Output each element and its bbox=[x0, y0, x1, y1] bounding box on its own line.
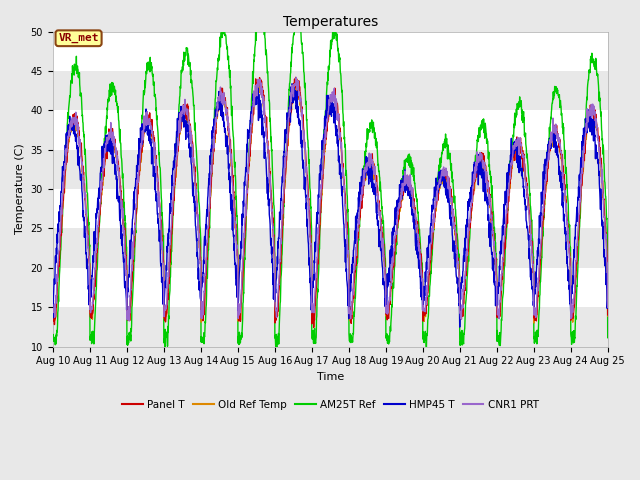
Panel T bbox=[292, 74, 300, 80]
Bar bbox=[52, 189, 608, 228]
Title: Temperatures: Temperatures bbox=[283, 15, 378, 29]
AM25T Ref bbox=[49, 337, 56, 343]
CNR1 PRT bbox=[292, 74, 300, 80]
AM25T Ref bbox=[305, 144, 312, 150]
HMP45 T bbox=[456, 324, 463, 330]
HMP45 T bbox=[604, 297, 612, 303]
HMP45 T bbox=[49, 303, 56, 309]
Panel T bbox=[588, 105, 596, 110]
AM25T Ref bbox=[588, 56, 596, 62]
Line: HMP45 T: HMP45 T bbox=[52, 84, 608, 327]
Old Ref Temp bbox=[531, 320, 538, 326]
HMP45 T bbox=[305, 239, 312, 244]
HMP45 T bbox=[588, 132, 596, 138]
CNR1 PRT bbox=[604, 304, 612, 310]
Bar bbox=[52, 307, 608, 347]
Legend: Panel T, Old Ref Temp, AM25T Ref, HMP45 T, CNR1 PRT: Panel T, Old Ref Temp, AM25T Ref, HMP45 … bbox=[118, 396, 543, 414]
Line: Panel T: Panel T bbox=[52, 77, 608, 327]
AM25T Ref bbox=[257, 4, 265, 10]
AM25T Ref bbox=[77, 91, 85, 97]
HMP45 T bbox=[486, 221, 494, 227]
CNR1 PRT bbox=[319, 158, 327, 164]
X-axis label: Time: Time bbox=[317, 372, 344, 382]
Old Ref Temp bbox=[77, 154, 85, 159]
Y-axis label: Temperature (C): Temperature (C) bbox=[15, 144, 25, 234]
Old Ref Temp bbox=[49, 318, 56, 324]
CNR1 PRT bbox=[588, 106, 596, 112]
Bar bbox=[52, 150, 608, 189]
Panel T bbox=[305, 188, 312, 194]
Old Ref Temp bbox=[319, 170, 326, 176]
Bar bbox=[52, 71, 608, 110]
CNR1 PRT bbox=[305, 207, 312, 213]
Bar bbox=[52, 228, 608, 268]
Panel T bbox=[77, 145, 85, 151]
Bar bbox=[52, 268, 608, 307]
CNR1 PRT bbox=[125, 318, 133, 324]
Old Ref Temp bbox=[292, 77, 300, 83]
AM25T Ref bbox=[588, 50, 596, 56]
Panel T bbox=[319, 168, 327, 173]
CNR1 PRT bbox=[77, 156, 85, 161]
CNR1 PRT bbox=[588, 108, 596, 113]
Panel T bbox=[310, 324, 317, 330]
HMP45 T bbox=[288, 81, 296, 87]
AM25T Ref bbox=[319, 168, 326, 173]
Old Ref Temp bbox=[588, 112, 596, 118]
Old Ref Temp bbox=[486, 204, 494, 209]
Line: AM25T Ref: AM25T Ref bbox=[52, 7, 608, 348]
Text: VR_met: VR_met bbox=[58, 33, 99, 43]
Panel T bbox=[604, 312, 612, 318]
HMP45 T bbox=[77, 176, 85, 181]
Bar bbox=[52, 110, 608, 150]
Line: CNR1 PRT: CNR1 PRT bbox=[52, 77, 608, 321]
Panel T bbox=[588, 105, 596, 111]
AM25T Ref bbox=[604, 335, 612, 341]
CNR1 PRT bbox=[486, 200, 494, 206]
Line: Old Ref Temp: Old Ref Temp bbox=[52, 80, 608, 323]
HMP45 T bbox=[588, 122, 596, 128]
AM25T Ref bbox=[422, 345, 430, 351]
Old Ref Temp bbox=[305, 194, 312, 200]
CNR1 PRT bbox=[49, 310, 56, 315]
Panel T bbox=[486, 192, 494, 197]
Old Ref Temp bbox=[604, 313, 612, 319]
Old Ref Temp bbox=[588, 110, 596, 116]
HMP45 T bbox=[319, 142, 326, 147]
Panel T bbox=[49, 316, 56, 322]
Bar bbox=[52, 32, 608, 71]
AM25T Ref bbox=[486, 168, 494, 174]
